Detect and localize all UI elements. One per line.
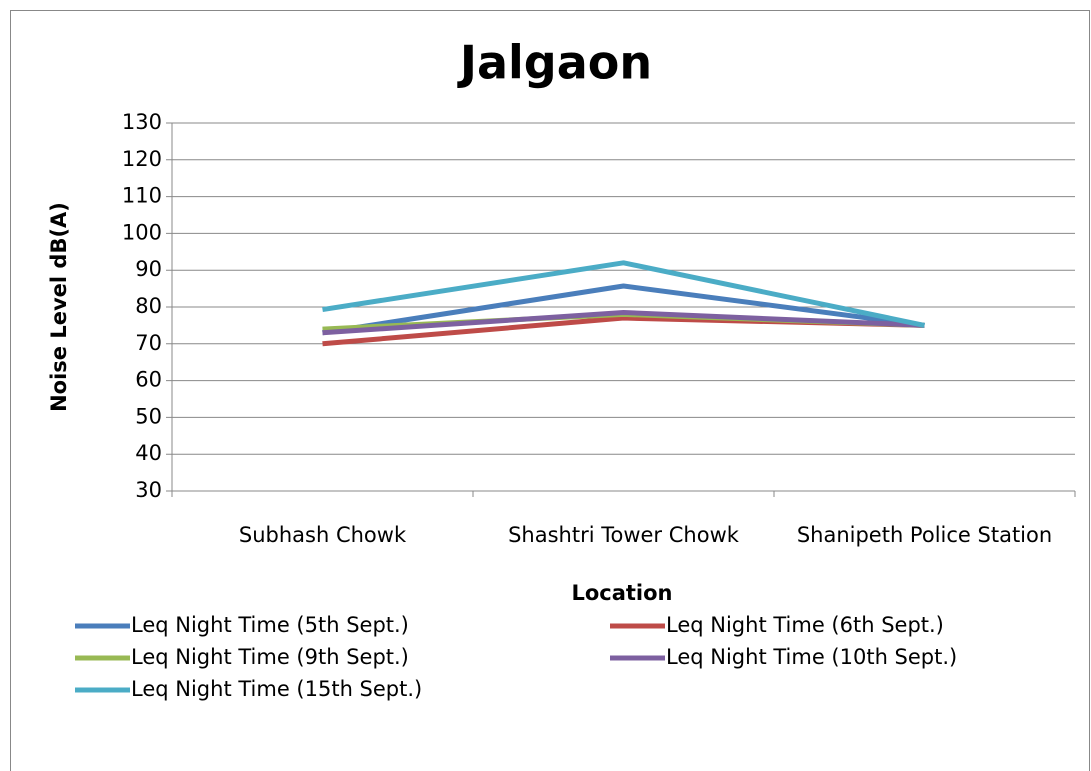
legend-label: Leq Night Time (10th Sept.) (666, 645, 957, 669)
y-tick-label: 110 (122, 184, 162, 208)
x-tick-label: Subhash Chowk (239, 523, 407, 547)
y-tick-label: 70 (135, 331, 162, 355)
y-tick-label: 50 (135, 404, 162, 428)
y-tick-label: 100 (122, 220, 162, 244)
chart-title: Jalgaon (457, 36, 652, 90)
y-tick-label: 60 (135, 368, 162, 392)
series-line (322, 310, 925, 336)
y-tick-label: 30 (135, 478, 162, 502)
y-axis-label: Noise Level dB(A) (47, 202, 71, 412)
x-axis-label: Location (571, 581, 672, 605)
series-line (322, 283, 925, 336)
y-tick-label: 90 (135, 257, 162, 281)
chart-frame (10, 10, 1090, 771)
legend-label: Leq Night Time (5th Sept.) (131, 613, 409, 637)
series-line (322, 260, 926, 328)
y-tick-label: 130 (122, 110, 162, 134)
legend-label: Leq Night Time (9th Sept.) (131, 645, 409, 669)
y-tick-label: 80 (135, 294, 162, 318)
x-tick-label: Shanipeth Police Station (797, 523, 1052, 547)
y-tick-label: 40 (135, 441, 162, 465)
y-tick-label: 120 (122, 147, 162, 171)
x-tick-label: Shashtri Tower Chowk (508, 523, 740, 547)
legend-label: Leq Night Time (6th Sept.) (666, 613, 944, 637)
legend-label: Leq Night Time (15th Sept.) (131, 677, 422, 701)
